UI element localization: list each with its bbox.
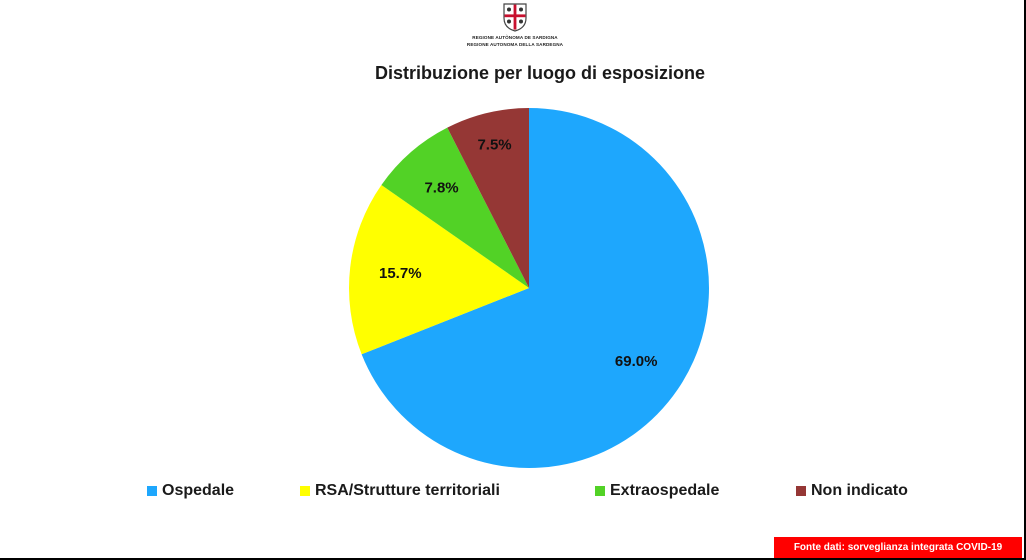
legend-swatch <box>796 486 806 496</box>
pie-slice-rsa-strutture-territoriali <box>348 184 529 355</box>
logo-text-italian: REGIONE AUTONOMA DELLA SARDEGNA <box>466 42 564 47</box>
legend-label: Ospedale <box>162 482 235 499</box>
logo-text-sardinian: REGIONE AUTÒNOMA DE SARDIGNA <box>472 35 558 40</box>
source-note: Fonte dati: sorveglianza integrata COVID… <box>774 537 1022 558</box>
data-label-ospedale: 69.0% <box>615 353 658 370</box>
bottom-border <box>0 558 1026 560</box>
legend-swatch <box>147 486 157 496</box>
legend-item-rsa-strutture-territoriali: RSA/Strutture territoriali <box>300 482 500 500</box>
pie-slice-non-indicato <box>447 108 529 288</box>
sardinia-emblem-icon <box>503 3 527 32</box>
legend-item-extraospedale: Extraospedale <box>595 482 719 500</box>
legend-label: Non indicato <box>811 482 908 499</box>
data-label-non-indicato: 7.5% <box>477 136 511 153</box>
region-logo: REGIONE AUTÒNOMA DE SARDIGNA REGIONE AUT… <box>460 2 570 52</box>
chart-title: Distribuzione per luogo di esposizione <box>374 63 706 83</box>
legend-item-ospedale: Ospedale <box>147 482 234 500</box>
legend-label: RSA/Strutture territoriali <box>315 482 500 499</box>
legend-swatch <box>595 486 605 496</box>
pie-slice-ospedale <box>361 108 709 469</box>
legend-swatch <box>300 486 310 496</box>
data-label-rsa-strutture-territoriali: 15.7% <box>379 265 422 282</box>
data-label-extraospedale: 7.8% <box>424 180 458 197</box>
legend-item-non-indicato: Non indicato <box>796 482 908 500</box>
right-border <box>1024 0 1026 560</box>
pie-slice-extraospedale <box>381 127 529 288</box>
legend-label: Extraospedale <box>610 482 720 499</box>
chart-legend: Ospedale RSA/Strutture territoriali Extrao… <box>0 482 1026 502</box>
